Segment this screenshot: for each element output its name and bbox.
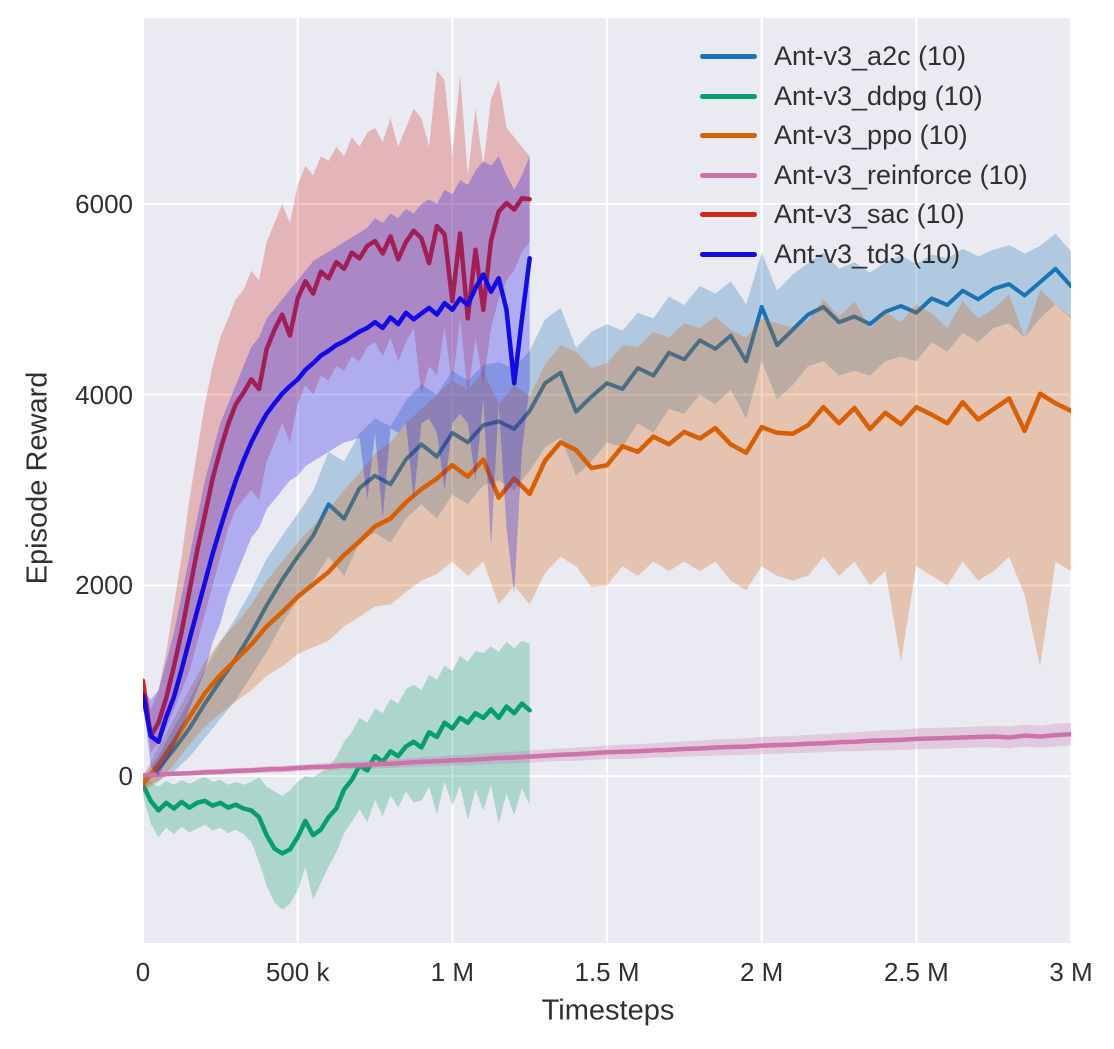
legend-item-ant-v3-sac-10: Ant-v3_sac (10): [700, 195, 1028, 235]
y-tick-label-6000: 6000: [75, 188, 133, 219]
x-tick-label-500000: 500 k: [265, 957, 330, 987]
legend-label: Ant-v3_a2c (10): [774, 41, 967, 72]
legend-label: Ant-v3_reinforce (10): [774, 159, 1028, 190]
legend-swatch-icon: [700, 212, 757, 218]
line-ant-v3-a2c-10: [143, 266, 1071, 784]
x-tick-label-3000000: 3 M: [1049, 957, 1093, 987]
legend-swatch-icon: [700, 93, 757, 99]
legend-item-ant-v3-td3-10: Ant-v3_td3 (10): [700, 235, 1028, 275]
line-ant-v3-ddpg-10: [143, 701, 532, 856]
legend-item-ant-v3-ppo-10: Ant-v3_ppo (10): [700, 116, 1028, 156]
y-tick-label-2000: 2000: [75, 570, 133, 601]
x-axis-title: Timesteps: [541, 994, 675, 1027]
legend-swatch-icon: [700, 54, 757, 60]
y-axis-title: Episode Reward: [21, 371, 54, 585]
x-tick-label-0: 0: [135, 957, 151, 987]
band-ant-v3-ppo-10: [143, 289, 1071, 792]
line-ant-v3-td3-10: [143, 256, 532, 745]
y-tick-label-4000: 4000: [75, 379, 133, 410]
x-tick-label-2000000: 2 M: [739, 957, 784, 987]
band-ant-v3-a2c-10: [143, 233, 1071, 788]
legend-item-ant-v3-a2c-10: Ant-v3_a2c (10): [700, 37, 1028, 77]
legend-swatch-icon: [700, 251, 757, 257]
y-tick-label-0: 0: [118, 761, 133, 792]
line-ant-v3-ppo-10: [143, 391, 1071, 786]
band-ant-v3-ddpg-10: [143, 640, 530, 910]
legend-swatch-icon: [700, 172, 757, 178]
legend-item-ant-v3-reinforce-10: Ant-v3_reinforce (10): [700, 156, 1028, 196]
legend-swatch-icon: [700, 133, 757, 139]
x-tick-label-2500000: 2.5 M: [883, 957, 949, 987]
legend-label: Ant-v3_ppo (10): [774, 120, 968, 151]
legend-label: Ant-v3_ddpg (10): [774, 80, 983, 111]
legend-item-ant-v3-ddpg-10: Ant-v3_ddpg (10): [700, 77, 1028, 117]
legend-label: Ant-v3_sac (10): [774, 199, 965, 230]
x-tick-label-1000000: 1 M: [430, 957, 474, 987]
legend-label: Ant-v3_td3 (10): [774, 238, 961, 269]
x-tick-label-1500000: 1.5 M: [574, 957, 640, 987]
line-ant-v3-sac-10: [143, 195, 532, 739]
legend: Ant-v3_a2c (10) Ant-v3_ddpg (10) Ant-v3_pp…: [700, 37, 1028, 274]
line-ant-v3-reinforce-10: [143, 731, 1071, 778]
